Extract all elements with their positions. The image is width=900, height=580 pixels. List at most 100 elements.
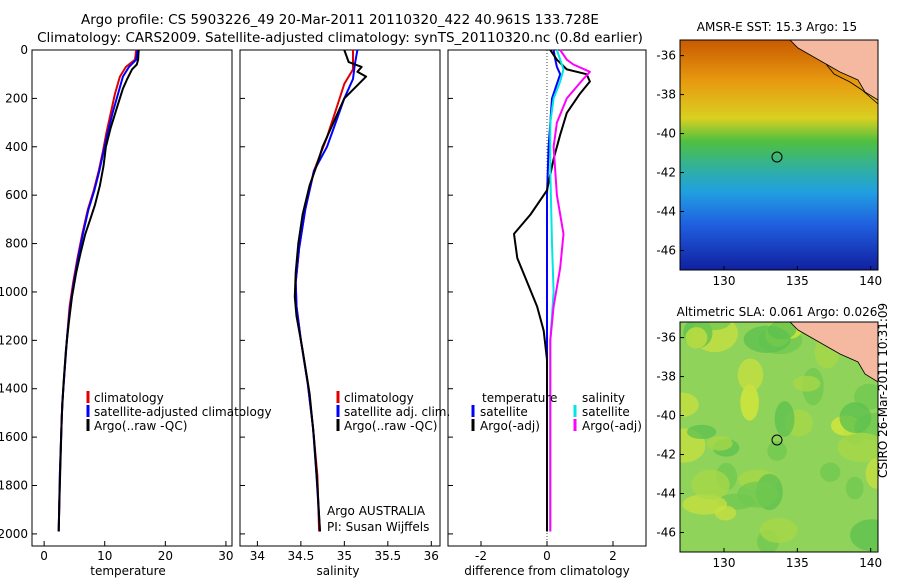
x-tick-label: 140 — [859, 274, 882, 288]
y-tick-label: 0 — [20, 43, 28, 57]
sla-texture — [774, 401, 795, 437]
series-line-climatology — [294, 50, 354, 532]
map-frame — [679, 321, 879, 553]
sla-texture — [694, 322, 731, 331]
legend: temperature satellite Argo(-adj) salinit… — [471, 391, 642, 433]
argo-location-marker — [771, 434, 783, 446]
sla-texture — [706, 436, 733, 451]
salinity-panel: 34 34.5 35 35.5 36 salinity climatology sate… — [239, 49, 450, 578]
y-tick-label: -44 — [656, 205, 676, 219]
series-line-temperature-satellite — [546, 49, 562, 532]
series-line-salinity-argo-adj — [549, 49, 591, 532]
sla-texture — [714, 505, 737, 521]
y-tick-label: -36 — [656, 49, 676, 63]
sla-map-panel: Altimetric SLA: 0.061 Argo: 0.026 -36 -38… — [656, 305, 882, 570]
x-tick-label: 0 — [543, 549, 551, 563]
y-tick-label: -42 — [656, 166, 676, 180]
y-tick-label: 2000 — [0, 527, 28, 541]
legend-label: satellite adj. clim. — [344, 405, 450, 419]
x-tick-label: 20 — [158, 549, 173, 563]
x-tick-label: 130 — [713, 556, 736, 570]
header-line-2: Climatology: CARS2009. Satellite-adjuste… — [37, 30, 643, 46]
annotation-pi: PI: Susan Wijffels — [327, 520, 429, 534]
x-tick-label: 34.5 — [288, 549, 315, 563]
legend-label: Argo(..raw -QC) — [344, 419, 437, 433]
y-tick-label: 800 — [5, 237, 28, 251]
legend-label: climatology — [344, 391, 414, 405]
map-title: Altimetric SLA: 0.061 Argo: 0.026 — [677, 305, 878, 319]
x-axis-label: temperature — [90, 564, 165, 578]
y-tick-label: -44 — [656, 487, 676, 501]
sla-texture — [865, 458, 878, 489]
y-tick-label: 1400 — [0, 382, 28, 396]
series-line-temperature-argo-adj — [513, 49, 591, 532]
sla-texture — [759, 517, 798, 543]
panel-frame — [239, 49, 441, 547]
series-line-argo-raw-qc — [293, 49, 368, 532]
legend-header-salinity: salinity — [582, 391, 625, 405]
sst-field — [680, 40, 878, 270]
legend-header-temperature: temperature — [482, 391, 557, 405]
y-tick-label: 1600 — [0, 430, 28, 444]
y-tick-label: 400 — [5, 140, 28, 154]
x-axis-label: salinity — [316, 564, 359, 578]
y-tick-label: -40 — [656, 127, 676, 141]
sla-texture — [767, 322, 797, 340]
sla-texture — [682, 494, 728, 515]
x-tick-label: 2 — [609, 549, 617, 563]
sla-texture — [849, 519, 878, 552]
y-tick-label: -42 — [656, 448, 676, 462]
temperature-panel: 0 200 400 600 800 1000 1200 1400 1600 1800 2000 0 10… — [0, 43, 272, 578]
legend-label: Argo(..raw -QC) — [94, 419, 187, 433]
sla-texture — [680, 392, 699, 418]
land-mass — [789, 40, 878, 101]
x-axis-label: difference from climatology — [464, 564, 630, 578]
x-tick-label: 135 — [786, 556, 809, 570]
sla-texture — [740, 384, 759, 421]
x-tick-label: -2 — [475, 549, 487, 563]
y-tick-label: 1000 — [0, 285, 28, 299]
sla-texture — [820, 462, 841, 482]
sla-texture — [691, 469, 730, 500]
sla-texture — [737, 358, 764, 392]
y-tick-label: -38 — [656, 88, 676, 102]
y-tick-label: 200 — [5, 91, 28, 105]
map-title: AMSR-E SST: 15.3 Argo: 15 — [697, 20, 857, 34]
legend-label: satellite — [582, 405, 630, 419]
y-tick-label: -40 — [656, 409, 676, 423]
series-line-satellite-adj-clim — [294, 49, 359, 532]
legend: climatology satellite-adjusted climatolo… — [86, 391, 272, 433]
x-tick-label: 140 — [859, 556, 882, 570]
header-line-1: Argo profile: CS 5903226_49 20-Mar-2011 … — [81, 12, 599, 28]
x-tick-label: 0 — [40, 549, 48, 563]
y-tick-label: 600 — [5, 188, 28, 202]
series-line-climatology — [57, 49, 138, 532]
y-tick-label: 1200 — [0, 333, 28, 347]
sla-texture — [792, 375, 821, 392]
sla-texture — [837, 432, 878, 462]
sla-texture — [845, 476, 864, 500]
legend-label: satellite-adjusted climatology — [94, 405, 272, 419]
x-tick-label: 130 — [713, 274, 736, 288]
x-tick-label: 30 — [218, 549, 233, 563]
legend-label: climatology — [94, 391, 164, 405]
y-tick-label: -38 — [656, 370, 676, 384]
annotation-argo-australia: Argo AUSTRALIA — [327, 504, 426, 518]
x-tick-label: 34 — [250, 549, 265, 563]
land-mass — [789, 322, 878, 383]
map-frame — [679, 39, 879, 271]
panel-frame — [31, 49, 233, 547]
sla-texture — [839, 402, 872, 434]
sla-texture — [685, 327, 708, 349]
sla-texture — [736, 481, 779, 508]
sla-texture — [686, 424, 717, 440]
legend: climatology satellite adj. clim. Argo(..… — [336, 391, 450, 433]
sst-map-panel: AMSR-E SST: 15.3 Argo: 15 -36 -38 -40 -42 -4… — [656, 20, 882, 288]
legend-label: Argo(-adj) — [480, 419, 540, 433]
series-line-argo-raw-qc — [57, 49, 140, 532]
coastline — [825, 63, 878, 105]
argo-location-marker — [771, 151, 783, 163]
series-line-satellite-adjusted-climatology — [57, 49, 139, 532]
y-tick-label: 1800 — [0, 479, 28, 493]
